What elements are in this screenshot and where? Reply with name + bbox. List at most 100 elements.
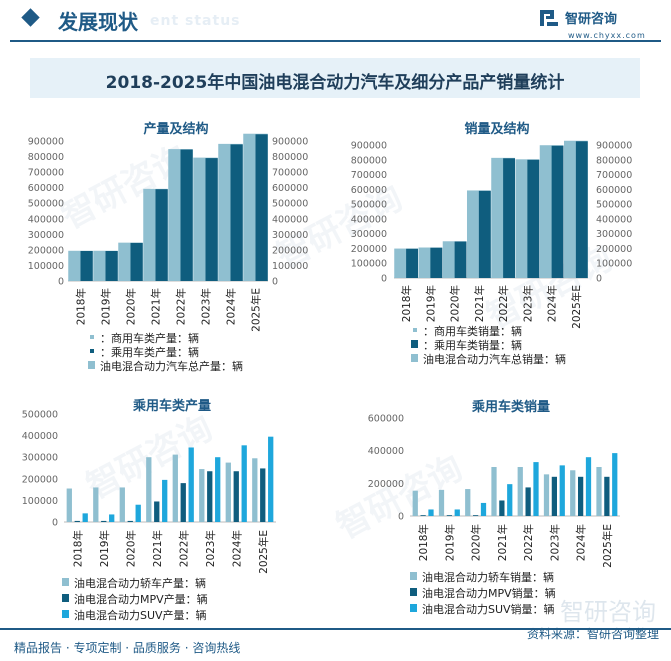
y-tick-label: 700000 xyxy=(351,170,387,181)
brand: 智研咨询 www.chyxx.com xyxy=(540,7,645,41)
x-tick-label: 2023年 xyxy=(548,524,561,561)
y-tick-label: 500000 xyxy=(22,410,58,421)
bar-suv xyxy=(268,436,274,522)
x-tick-label: 2022年 xyxy=(497,285,510,322)
bar-passenger xyxy=(130,242,143,281)
x-tick-label: 2020年 xyxy=(124,530,137,567)
y-tick-label: 600000 xyxy=(368,414,404,425)
chart-title: 销量及结构 xyxy=(464,121,529,137)
bar-commercial xyxy=(539,277,552,278)
x-tick-label: 2018年 xyxy=(400,285,413,322)
bar-suv xyxy=(82,513,88,522)
bar-passenger xyxy=(430,247,443,278)
legend-label: ：商用车类销量：辆 xyxy=(423,324,522,338)
bar-mpv xyxy=(446,515,452,516)
bar-mpv xyxy=(260,468,266,522)
bar-sedan xyxy=(93,487,99,522)
legend-swatch xyxy=(62,610,69,618)
x-tick-label: 2025年E xyxy=(601,524,614,568)
title-band: 2018-2025年中国油电混合动力汽车及细分产品产销量统计 xyxy=(30,58,640,98)
y-tick-label: 900000 xyxy=(351,141,387,152)
bar-passenger xyxy=(255,134,268,281)
y-tick-label: 0 xyxy=(58,277,64,288)
y-tick-label: 200000 xyxy=(368,479,404,490)
x-tick-label: 2021年 xyxy=(150,288,163,325)
y-tick-label: 100000 xyxy=(28,261,64,272)
bar-sedan xyxy=(517,467,523,516)
x-tick-label: 2020年 xyxy=(449,285,462,322)
chart-sales_structure: 销量及结构 900000 900000 800000 800000 700000 70000… xyxy=(351,121,633,366)
main-title: 2018-2025年中国油电混合动力汽车及细分产品产销量统计 xyxy=(105,73,565,93)
bar-sedan xyxy=(438,489,445,516)
bar-suv xyxy=(215,457,221,522)
y2-tick-label: 800000 xyxy=(596,155,632,166)
x-tick-label: 2021年 xyxy=(473,285,486,322)
bar-mpv xyxy=(127,520,133,522)
x-tick-label: 2023年 xyxy=(204,530,217,567)
y2-tick-label: 0 xyxy=(596,274,602,285)
bar-mpv xyxy=(473,515,479,516)
source-note: 资料来源：智研咨询整理 xyxy=(526,627,659,641)
legend-label: 油电混合动力SUV产量：辆 xyxy=(74,608,207,622)
y-tick-label: 400000 xyxy=(28,214,64,225)
y-tick-label: 500000 xyxy=(351,200,387,211)
section-title-en: ent status xyxy=(150,13,241,29)
bar-sedan xyxy=(543,474,550,516)
y2-tick-label: 100000 xyxy=(272,261,308,272)
x-tick-label: 2020年 xyxy=(470,524,483,561)
bar-mpv xyxy=(154,501,160,522)
section-title: 发展现状 xyxy=(58,10,138,34)
legend-label: 油电混合动力汽车总销量：辆 xyxy=(423,352,566,366)
bar-mpv xyxy=(578,476,584,516)
bar-commercial xyxy=(563,277,576,278)
x-tick-label: 2020年 xyxy=(125,288,138,325)
bar-suv xyxy=(507,484,513,516)
y-tick-label: 200000 xyxy=(28,245,64,256)
y2-tick-label: 300000 xyxy=(596,229,632,240)
legend-swatch xyxy=(410,572,417,580)
bar-suv xyxy=(109,514,115,522)
y2-tick-label: 100000 xyxy=(596,259,632,270)
legend-label: 油电混合动力轿车销量：辆 xyxy=(422,570,554,584)
x-tick-label: 2019年 xyxy=(98,530,111,567)
footer-links: 精品报告 · 专项定制 · 品质服务 · 咨询热线 xyxy=(14,641,241,655)
bar-passenger xyxy=(105,250,118,281)
bar-sedan xyxy=(412,490,418,516)
bar-suv xyxy=(162,479,168,522)
x-tick-label: 2024年 xyxy=(230,530,243,567)
y-tick-label: 400000 xyxy=(368,446,404,457)
bar-suv xyxy=(241,445,247,522)
brand-logo-icon xyxy=(540,10,558,26)
x-tick-label: 2018年 xyxy=(417,524,430,561)
y2-tick-label: 0 xyxy=(272,277,278,288)
bar-mpv xyxy=(525,487,531,516)
bar-sedan xyxy=(146,457,152,522)
page-header: 发展现状 ent status 智研咨询 www.chyxx.com xyxy=(0,0,671,40)
y-tick-label: 800000 xyxy=(351,155,387,166)
bar-mpv xyxy=(101,520,107,522)
y2-tick-label: 900000 xyxy=(272,137,308,148)
legend-swatch xyxy=(410,588,417,596)
bar-suv xyxy=(612,453,618,516)
bar-sedan xyxy=(252,458,258,522)
bar-commercial xyxy=(218,280,231,281)
y-tick-label: 100000 xyxy=(22,496,58,507)
x-tick-label: 2023年 xyxy=(521,285,534,322)
legend-swatch xyxy=(90,349,94,353)
brand-url: www.chyxx.com xyxy=(568,31,646,40)
y2-tick-label: 800000 xyxy=(272,152,308,163)
brand-watermark: 智研咨询 xyxy=(560,598,656,626)
bar-suv xyxy=(559,465,565,516)
bar-sedan xyxy=(465,489,471,516)
bar-mpv xyxy=(551,476,557,516)
x-tick-label: 2022年 xyxy=(175,288,188,325)
bar-suv xyxy=(585,457,592,516)
y2-tick-label: 700000 xyxy=(596,170,632,181)
bar-sedan xyxy=(172,454,178,522)
legend-label: 油电混合动力汽车总产量：辆 xyxy=(100,359,243,373)
y2-tick-label: 600000 xyxy=(272,183,308,194)
chart-title: 产量及结构 xyxy=(143,121,208,137)
y-tick-label: 600000 xyxy=(28,183,64,194)
x-tick-label: 2024年 xyxy=(575,524,588,561)
